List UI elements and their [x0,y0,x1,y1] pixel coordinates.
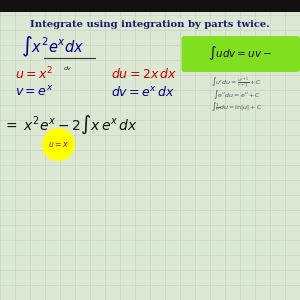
Text: $\int udv = uv -$: $\int udv = uv -$ [208,44,272,62]
FancyBboxPatch shape [182,36,300,72]
Text: $\int x^2 e^x dx$: $\int x^2 e^x dx$ [21,34,84,58]
Text: $u = x^2$: $u = x^2$ [15,65,53,82]
Text: $\int \frac{1}{u} du = \ln|u| + C$: $\int \frac{1}{u} du = \ln|u| + C$ [211,100,263,113]
Circle shape [42,128,75,161]
Text: $=\; x^2 e^x - 2\int x\, e^x\, dx$: $=\; x^2 e^x - 2\int x\, e^x\, dx$ [3,113,138,136]
Text: $v = e^x$: $v = e^x$ [15,85,53,98]
Text: $u = x$: $u = x$ [48,140,69,149]
Text: $\int u^r du = \frac{u^{r+1}}{r+1} + C$: $\int u^r du = \frac{u^{r+1}}{r+1} + C$ [212,76,262,89]
Text: $dv$: $dv$ [63,64,72,72]
Text: Integrate using integration by parts twice.: Integrate using integration by parts twi… [30,20,270,29]
Bar [0,0,300,12]
Text: $du = 2x\,dx$: $du = 2x\,dx$ [111,67,177,80]
Text: $\int e^u du = e^u + C$: $\int e^u du = e^u + C$ [213,88,261,101]
Text: $dv = e^x\,dx$: $dv = e^x\,dx$ [111,85,175,98]
